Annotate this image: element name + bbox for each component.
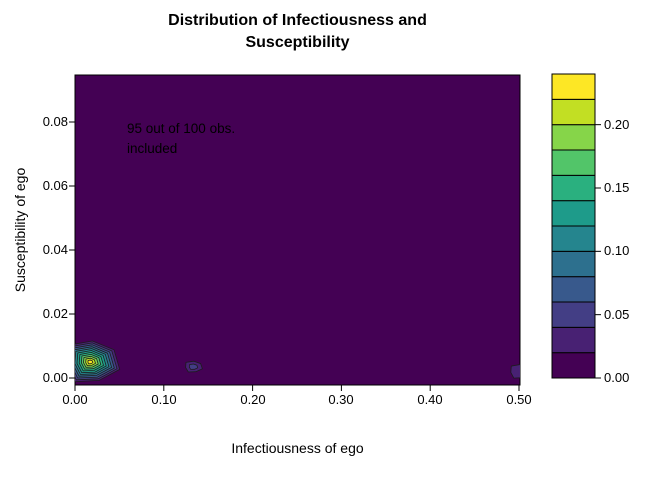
y-tick-label: 0.00 [42, 370, 68, 385]
obs-annotation: 95 out of 100 obs. included [127, 121, 236, 156]
y-tick-label: 0.06 [42, 178, 68, 193]
legend-tick-label: 0.00 [604, 370, 630, 385]
contour-ring [510, 364, 520, 379]
contour-ring [188, 363, 199, 370]
contour-ring [87, 359, 94, 365]
legend-band [551, 98, 596, 126]
x-tick-label: 0.00 [62, 392, 88, 407]
y-tick-label: 0.04 [42, 242, 68, 257]
legend-tick-label: 0.10 [604, 243, 630, 258]
legend-band [551, 124, 596, 151]
legend-band [551, 73, 596, 100]
x-tick-label: 0.20 [240, 392, 266, 407]
legend-band [551, 326, 596, 354]
legend-band [551, 149, 596, 176]
y-axis-label: Susceptibility of ego [12, 167, 28, 293]
x-tick-label: 0.50 [506, 392, 532, 407]
legend-tick-label: 0.05 [604, 307, 630, 322]
x-tick-label: 0.10 [151, 392, 177, 407]
y-tick-label: 0.02 [42, 306, 68, 321]
legend-band [551, 225, 596, 252]
x-tick-label: 0.40 [417, 392, 443, 407]
legend-tick-label: 0.20 [604, 117, 630, 132]
x-tick-label: 0.30 [328, 392, 354, 407]
legend-tick-label: 0.15 [604, 180, 630, 195]
legend-band [551, 352, 596, 379]
legend-band [551, 200, 596, 227]
legend-band [551, 174, 596, 202]
legend-band [551, 276, 596, 303]
x-axis-label: Infectiousness of ego [231, 440, 364, 456]
plot-background [74, 74, 521, 386]
y-tick-label: 0.08 [42, 114, 68, 129]
legend-band [551, 250, 596, 278]
chart-title: Distribution of Infectiousness and Susce… [168, 12, 427, 51]
legend-band [551, 301, 596, 328]
